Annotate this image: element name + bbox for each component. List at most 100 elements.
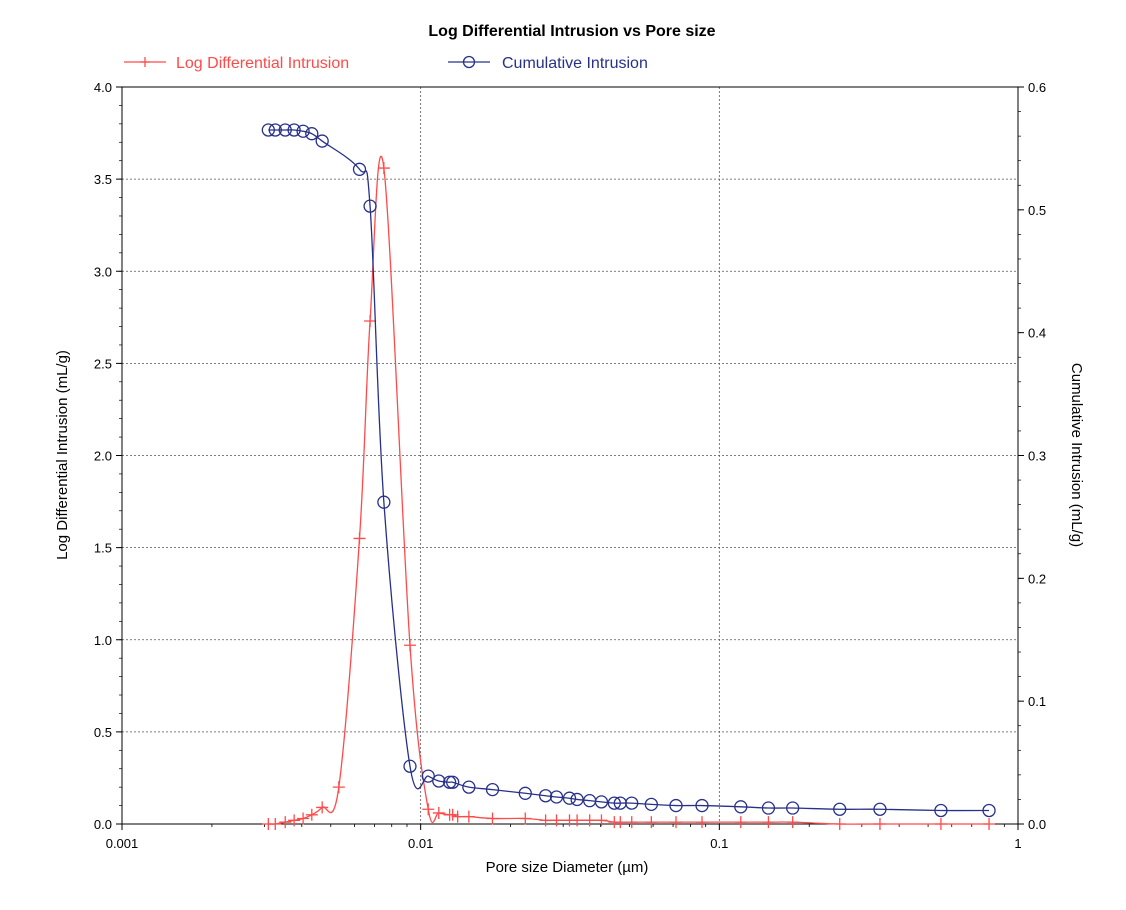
y-left-tick-label: 2.0 — [94, 449, 112, 464]
y-right-tick-label: 0.1 — [1028, 694, 1046, 709]
legend-marker-log-differential — [140, 57, 150, 67]
data-point-log-differential — [873, 818, 886, 830]
legend: Log Differential Intrusion Cumulative In… — [124, 55, 648, 72]
y-right-tick-label: 0.6 — [1028, 80, 1046, 95]
data-point-cumulative — [761, 801, 776, 815]
data-point-log-differential — [297, 812, 310, 825]
y-left-tick-label: 4.0 — [94, 80, 112, 95]
data-point-log-differential — [786, 816, 799, 829]
data-point-log-differential — [332, 781, 345, 794]
y-left-tick-label: 1.0 — [94, 633, 112, 648]
legend-item-cumulative: Cumulative Intrusion — [448, 55, 648, 72]
y-right-tick-label: 0.5 — [1028, 203, 1046, 218]
data-point-cumulative — [518, 786, 532, 800]
data-point-log-differential — [519, 812, 532, 825]
x-tick-label: 0.01 — [408, 836, 433, 851]
data-point-cumulative — [607, 796, 621, 810]
data-point-log-differential — [583, 814, 596, 827]
y-left-axis-title: Log Differential Intrusion (mL/g) — [54, 350, 71, 560]
data-point-cumulative — [261, 123, 275, 137]
y-left-tick-label: 3.0 — [94, 264, 112, 279]
data-point-log-differential — [353, 532, 366, 545]
data-point-log-differential — [983, 818, 996, 830]
axis-ticks: 0.001 0.01 0.1 1 0.0 0.5 1.0 1.5 2.0 2.5 3.0 3.5 4.0… — [94, 80, 1046, 851]
data-point-cumulative — [421, 769, 435, 783]
data-point-log-differential — [645, 816, 658, 829]
data-point-cumulative — [625, 796, 639, 810]
data-point-log-differential — [305, 808, 318, 821]
data-point-cumulative — [786, 801, 800, 815]
y-right-tick-label: 0.3 — [1028, 449, 1046, 464]
data-point-cumulative — [363, 199, 377, 213]
data-point-cumulative — [446, 775, 460, 789]
data-point-log-differential — [486, 812, 499, 825]
data-point-cumulative — [669, 798, 683, 813]
data-point-cumulative — [485, 782, 500, 797]
legend-label-cumulative: Cumulative Intrusion — [502, 55, 648, 72]
data-point-log-differential — [734, 816, 747, 829]
y-left-tick-label: 3.5 — [94, 172, 112, 187]
data-point-cumulative — [442, 775, 457, 789]
data-point-cumulative — [462, 780, 476, 794]
y-right-axis-title: Cumulative Intrusion (mL/g) — [1068, 363, 1085, 547]
data-point-log-differential — [279, 816, 292, 829]
series — [261, 123, 996, 830]
y-left-tick-label: 2.5 — [94, 356, 112, 371]
data-point-cumulative — [549, 790, 564, 804]
data-point-cumulative — [982, 803, 996, 818]
data-point-log-differential — [614, 816, 627, 829]
data-point-cumulative — [833, 802, 847, 816]
y-right-tick-label: 0.0 — [1028, 817, 1046, 832]
x-tick-label: 0.001 — [106, 836, 139, 851]
x-axis-title: Pore size Diameter (µm) — [486, 859, 649, 876]
data-point-log-differential — [625, 816, 638, 829]
data-point-log-differential — [696, 816, 709, 829]
data-point-cumulative — [403, 759, 417, 773]
chart-title: Log Differential Intrusion vs Pore size — [428, 23, 715, 40]
data-point-cumulative — [287, 123, 301, 137]
data-point-log-differential — [316, 801, 329, 814]
grid — [122, 87, 1018, 824]
x-tick-label: 1 — [1014, 836, 1021, 851]
data-point-cumulative — [377, 495, 391, 509]
data-point-cumulative — [296, 124, 310, 138]
data-point-log-differential — [288, 814, 301, 827]
data-point-log-differential — [403, 639, 416, 652]
y-left-tick-label: 0.0 — [94, 817, 112, 832]
data-point-cumulative — [562, 791, 577, 805]
data-point-log-differential — [539, 814, 552, 827]
data-point-cumulative — [695, 798, 709, 813]
series-line-log-differential — [268, 155, 990, 825]
data-point-cumulative — [934, 803, 948, 818]
data-point-log-differential — [422, 803, 435, 816]
data-point-cumulative — [594, 795, 609, 809]
data-point-log-differential — [451, 810, 464, 823]
data-point-cumulative — [538, 789, 553, 803]
y-right-tick-label: 0.2 — [1028, 571, 1046, 586]
data-point-log-differential — [377, 162, 390, 175]
series-line-cumulative — [268, 129, 990, 812]
x-tick-label: 0.1 — [710, 836, 728, 851]
legend-label-log-differential: Log Differential Intrusion — [176, 55, 349, 72]
data-point-log-differential — [571, 814, 584, 827]
y-left-tick-label: 0.5 — [94, 725, 112, 740]
data-point-cumulative — [570, 792, 584, 807]
data-point-log-differential — [446, 808, 459, 821]
data-point-cumulative — [305, 127, 319, 141]
data-point-cumulative — [873, 802, 887, 816]
data-point-log-differential — [462, 810, 475, 823]
data-point-cumulative — [734, 800, 748, 814]
legend-marker-cumulative — [462, 55, 476, 69]
data-point-log-differential — [934, 818, 947, 830]
data-point-cumulative — [278, 123, 292, 137]
y-right-tick-label: 0.4 — [1028, 326, 1046, 341]
data-point-log-differential — [670, 816, 683, 829]
data-point-log-differential — [269, 818, 282, 830]
data-point-cumulative — [268, 123, 282, 137]
data-point-cumulative — [352, 162, 367, 176]
y-left-tick-label: 1.5 — [94, 541, 112, 556]
data-point-cumulative — [432, 774, 446, 788]
data-point-cumulative — [315, 134, 329, 148]
data-point-log-differential — [762, 816, 775, 829]
